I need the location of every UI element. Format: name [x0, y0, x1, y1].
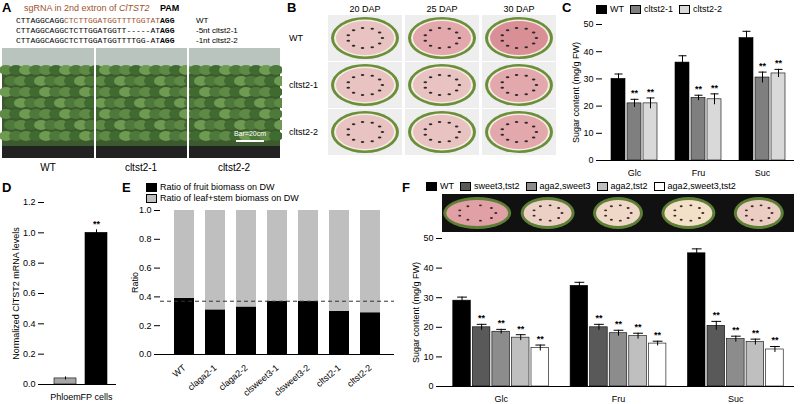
svg-text:0.8: 0.8 [23, 258, 36, 268]
svg-text:0: 0 [428, 381, 433, 391]
svg-text:50: 50 [583, 19, 593, 29]
html-text:A: A [2, 0, 12, 15]
svg-text:Glc: Glc [494, 394, 508, 404]
html-text:E: E [122, 180, 131, 195]
svg-text:cltst2-1: cltst2-1 [125, 162, 158, 173]
svg-text:40: 40 [583, 47, 593, 57]
svg-text:claga2-1: claga2-1 [186, 363, 219, 393]
svg-text:Normalized ClTST2 mRNA levels: Normalized ClTST2 mRNA levels [11, 227, 21, 360]
svg-text:**: ** [654, 330, 662, 340]
html-text:WT: WT [610, 4, 624, 14]
html-text:F: F [402, 180, 410, 195]
svg-text:0.2: 0.2 [139, 321, 152, 331]
svg-text:**: ** [752, 328, 760, 338]
svg-text:40: 40 [423, 263, 433, 273]
svg-text:Ratio: Ratio [130, 272, 140, 293]
svg-text:30 DAP: 30 DAP [503, 4, 534, 14]
svg-text:clsweet3-1: clsweet3-1 [241, 362, 281, 398]
svg-text:**: ** [775, 58, 783, 68]
svg-text:20 DAP: 20 DAP [349, 4, 380, 14]
html-text:aga2,tst2: aga2,tst2 [610, 181, 648, 191]
svg-text:1.0: 1.0 [23, 228, 36, 238]
svg-text:**: ** [595, 313, 603, 323]
svg-text:0.4: 0.4 [23, 319, 36, 329]
svg-text:cltst2-2: cltst2-2 [218, 162, 251, 173]
html-text:cltst2-1: cltst2-1 [644, 4, 673, 14]
svg-text:Fru: Fru [612, 394, 626, 404]
svg-text:cltst2-1: cltst2-1 [314, 363, 343, 389]
svg-text:PAM: PAM [160, 3, 179, 13]
svg-text:CTTAGGCAGGCTCTTGGATGGTTTTGGTAT: CTTAGGCAGGCTCTTGGATGGTTTTGGTATAGG [16, 16, 175, 25]
svg-text:50: 50 [423, 233, 433, 243]
html-text:aga2,sweet3,tst2: aga2,sweet3,tst2 [667, 181, 736, 191]
svg-text:0: 0 [588, 155, 593, 165]
svg-text:20: 20 [423, 322, 433, 332]
svg-text:0.8: 0.8 [139, 234, 152, 244]
svg-text:**: ** [498, 318, 506, 328]
svg-text:cltst2-2: cltst2-2 [345, 363, 374, 389]
svg-text:cltst2-1: cltst2-1 [289, 80, 318, 90]
svg-text:**: ** [517, 324, 525, 334]
svg-text:10: 10 [583, 128, 593, 138]
svg-text:10: 10 [423, 352, 433, 362]
svg-text:FP cells: FP cells [81, 392, 113, 402]
html-text:B: B [287, 0, 297, 15]
html-text:cltst2-2: cltst2-2 [693, 4, 722, 14]
svg-text:Suc: Suc [755, 168, 771, 178]
svg-text:-5nt cltst2-1: -5nt cltst2-1 [196, 26, 238, 35]
svg-text:**: ** [615, 319, 623, 329]
svg-text:Bar=20cm: Bar=20cm [234, 130, 266, 137]
svg-text:Suc: Suc [728, 394, 744, 404]
svg-text:**: ** [537, 334, 545, 344]
html-text:Ratio of fruit biomass on DW: Ratio of fruit biomass on DW [160, 182, 275, 192]
svg-text:WT: WT [196, 16, 209, 25]
svg-text:**: ** [647, 87, 655, 97]
svg-text:**: ** [732, 325, 740, 335]
svg-text:cltst2-2: cltst2-2 [289, 127, 318, 137]
html-text:D: D [2, 180, 12, 195]
html-text:aga2,sweet3: aga2,sweet3 [539, 181, 591, 191]
svg-text:Sugar content (mg/g FW): Sugar content (mg/g FW) [571, 42, 581, 143]
svg-text:0.6: 0.6 [23, 288, 36, 298]
svg-text:**: ** [713, 310, 721, 320]
svg-text:Fru: Fru [692, 168, 706, 178]
svg-text:**: ** [711, 83, 719, 93]
svg-text:1.2: 1.2 [23, 197, 36, 207]
svg-text:30: 30 [583, 74, 593, 84]
svg-text:0.2: 0.2 [23, 349, 36, 359]
svg-text:0.6: 0.6 [139, 263, 152, 273]
svg-text:0.4: 0.4 [139, 292, 152, 302]
html-text:WT: WT [440, 181, 454, 191]
svg-text:clsweet3-2: clsweet3-2 [272, 363, 311, 398]
svg-text:1.0: 1.0 [139, 205, 152, 215]
html-text:sweet3,tst2: sweet3,tst2 [474, 181, 520, 191]
svg-text:Glc: Glc [628, 168, 642, 178]
html-text:Ratio of leaf+stem biomass on: Ratio of leaf+stem biomass on DW [160, 193, 299, 203]
svg-text:**: ** [631, 88, 639, 98]
svg-text:WT: WT [289, 33, 303, 43]
svg-text:CTTAGGCAGGCTCTTGGATGGTT-----AT: CTTAGGCAGGCTCTTGGATGGTT-----ATAGG [16, 26, 175, 35]
svg-text:Sugar content (mg/g FW): Sugar content (mg/g FW) [411, 262, 421, 363]
svg-text:25 DAP: 25 DAP [426, 4, 457, 14]
svg-text:**: ** [478, 313, 486, 323]
svg-text:claga2-2: claga2-2 [216, 362, 250, 393]
html-text:C: C [562, 0, 572, 15]
svg-text:**: ** [771, 335, 779, 345]
svg-text:Phloem: Phloem [50, 392, 81, 402]
svg-text:WT: WT [170, 362, 188, 379]
svg-text:0.0: 0.0 [139, 349, 152, 359]
svg-text:0.0: 0.0 [23, 379, 36, 389]
svg-text:-1nt cltst2-2: -1nt cltst2-2 [196, 36, 238, 45]
svg-text:WT: WT [40, 162, 56, 173]
svg-text:30: 30 [423, 293, 433, 303]
svg-text:CTTAGGCAGGCTCTTGGATGGTTTTGG-AT: CTTAGGCAGGCTCTTGGATGGTTTTGG-ATAGG [16, 36, 175, 45]
svg-text:**: ** [759, 61, 767, 71]
svg-text:**: ** [635, 322, 643, 332]
svg-text:20: 20 [583, 101, 593, 111]
svg-text:**: ** [695, 84, 703, 94]
svg-text:sgRNA in 2nd extron of ClTST2: sgRNA in 2nd extron of ClTST2 [24, 3, 150, 13]
svg-text:**: ** [93, 219, 101, 229]
